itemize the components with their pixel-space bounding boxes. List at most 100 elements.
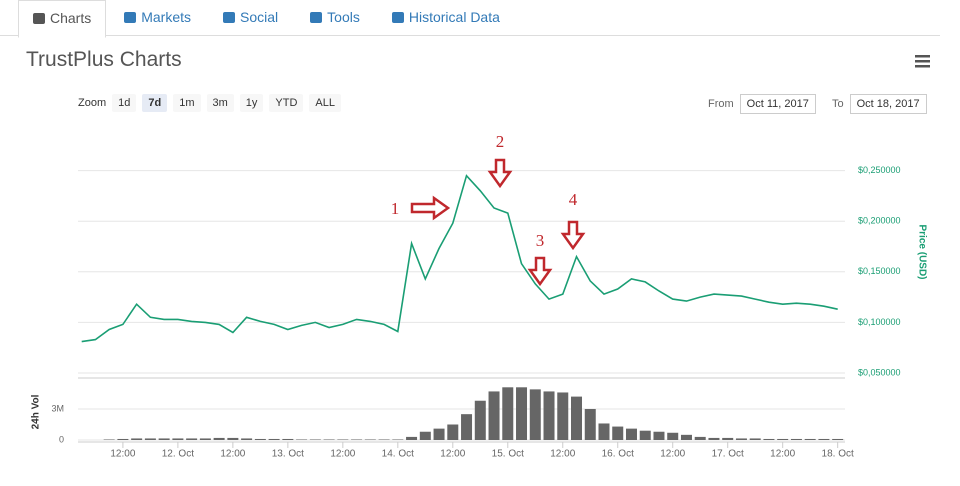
y-tick-label: $0,100000 [858,317,901,327]
volume-bar [186,438,198,440]
volume-bar [158,438,170,440]
volume-bar [625,428,637,440]
volume-bar [680,434,692,440]
menu-icon[interactable] [915,55,930,68]
x-tick-label: 13. Oct [272,449,304,460]
tab-icon [33,13,45,24]
page-title: TrustPlus Charts [26,48,182,71]
tab-label: Social [240,9,279,25]
volume-bar [708,437,720,440]
x-tick-label: 16. Oct [602,449,634,460]
volume-bar [172,438,184,440]
volume-bar [406,436,418,440]
volume-bar [241,438,253,440]
volume-bar [543,391,555,440]
volume-bar [653,431,665,440]
annotation-label: 4 [569,190,578,209]
tab[interactable]: Markets [110,0,205,36]
volume-bar [461,414,473,440]
x-tick-label: 18. Oct [822,449,854,460]
from-range: From Oct 11, 2017 [708,94,816,114]
volume-bar [364,439,376,440]
annotation-arrow [487,158,513,189]
volume-bar [488,391,500,440]
annotation-arrow [410,195,451,221]
zoom-button[interactable]: 1y [239,94,264,112]
volume-bar [337,439,349,440]
zoom-button[interactable]: YTD [269,94,304,112]
from-label: From [708,98,734,110]
volume-bar [117,438,129,440]
volume-bar [227,437,239,440]
y-tick-label: $0,250000 [858,165,901,175]
zoom-label: Zoom [78,97,107,109]
y-tick-label: 3M [51,403,64,413]
zoom-button[interactable]: 3m [206,94,234,112]
to-range: To Oct 18, 2017 [832,94,927,114]
x-tick-label: 12:00 [110,449,135,460]
volume-bar [584,409,596,440]
volume-bar [571,396,583,440]
annotation-label: 2 [496,132,505,151]
volume-bar [282,438,294,440]
x-tick-label: 12:00 [660,449,685,460]
volume-bar [392,439,404,440]
volume-bar [529,389,541,440]
zoom-button[interactable]: 1m [173,94,201,112]
annotation-arrow [560,220,586,251]
tab-icon [310,12,323,23]
tab[interactable]: Tools [296,0,374,36]
volume-bar [598,423,610,440]
tab[interactable]: Charts [18,0,107,38]
volume-bar [254,438,266,440]
volume-bar [502,387,514,440]
volume-bar [516,387,528,440]
volume-bar [777,438,789,440]
x-tick-label: 12:00 [770,449,795,460]
tab[interactable]: Social [209,0,292,36]
volume-bar [639,430,651,440]
x-tick-label: 12:00 [330,449,355,460]
tab-label: Charts [50,10,92,26]
zoom-button[interactable]: 7d [142,94,168,112]
volume-bar [557,392,569,440]
volume-bar [351,439,363,440]
volume-bar [419,431,431,440]
to-input[interactable]: Oct 18, 2017 [849,94,927,114]
zoom-button[interactable]: 1d [112,94,137,112]
volume-bar [309,439,321,440]
volume-bar [144,438,156,440]
volume-bar [103,439,115,440]
volume-bar [268,438,280,440]
tab-label: Historical Data [408,9,500,25]
y-axis-label: Price (USD) [916,224,927,279]
price-line [81,174,838,343]
x-tick-label: 12:00 [550,449,575,460]
tab-bar: Charts Markets Social Tools Historical Data [0,0,940,38]
from-input[interactable]: Oct 11, 2017 [739,94,816,114]
volume-bar [735,438,747,440]
tab-label: Tools [327,9,360,25]
tab[interactable]: Historical Data [378,0,514,36]
volume-bar [818,438,830,440]
tab-icon [124,12,137,23]
volume-bar [474,400,486,440]
annotation-label: 1 [391,199,400,218]
x-tick-label: 15. Oct [492,449,524,460]
tab-label: Markets [141,9,192,25]
volume-bar [296,439,308,440]
volume-bar [790,438,802,440]
volume-bar [433,428,445,440]
annotation-arrow [527,256,553,287]
volume-bar [323,439,335,440]
volume-bar [804,438,816,440]
y-axis-label: 24h Vol [31,394,42,429]
annotation-label: 3 [536,231,545,250]
volume-bar [832,438,844,440]
zoom-button[interactable]: ALL [309,94,341,112]
x-tick-label: 12:00 [440,449,465,460]
volume-bar [694,436,706,440]
y-tick-label: 0 [59,434,64,444]
